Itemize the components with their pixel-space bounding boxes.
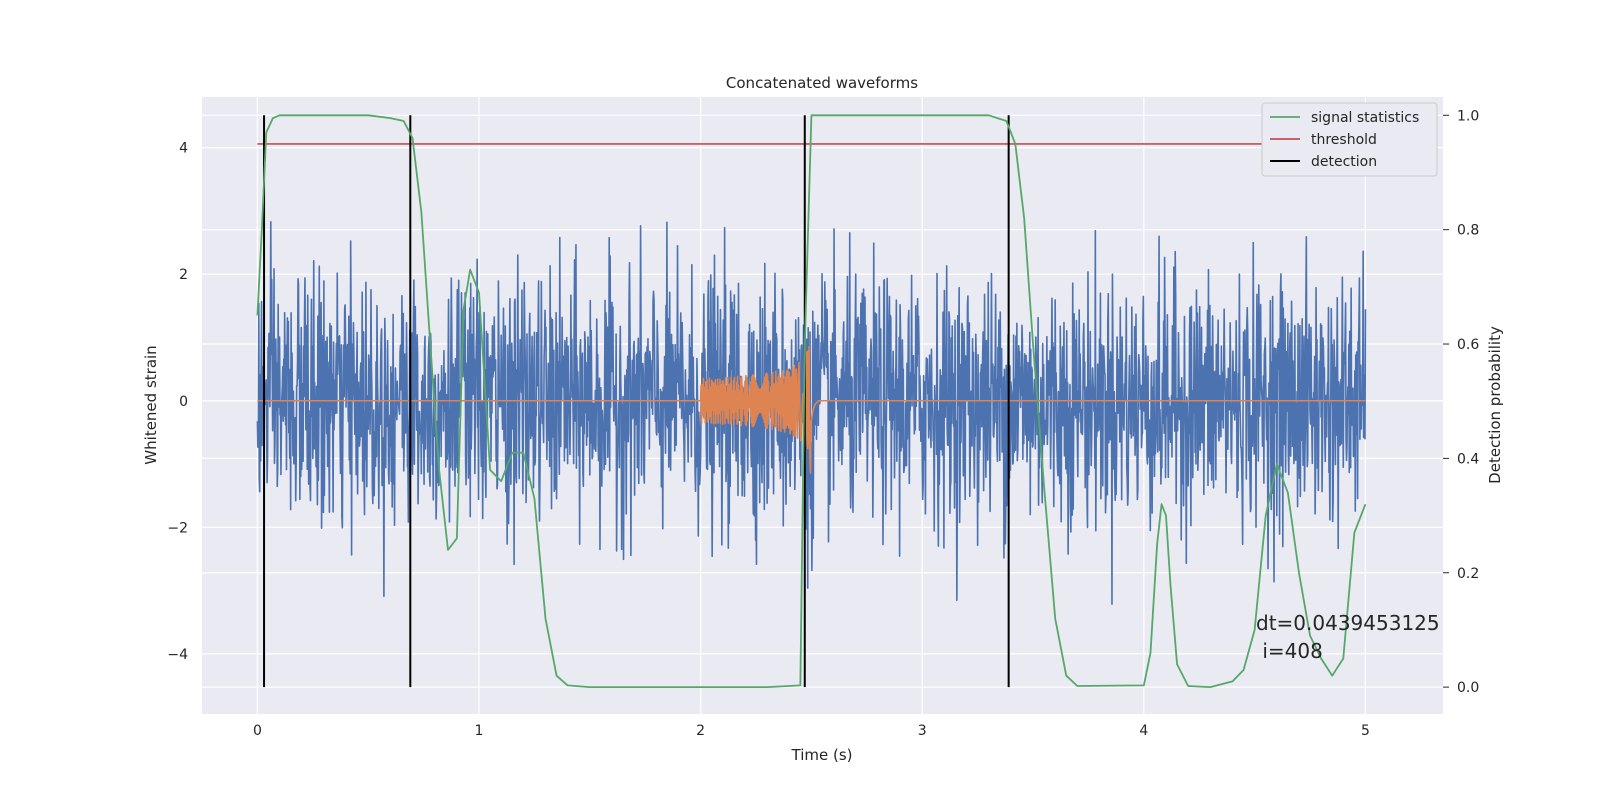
legend-label-signal-statistics: signal statistics <box>1311 110 1419 126</box>
y2-tick-label: 0.0 <box>1457 680 1479 696</box>
strain-series-line <box>256 221 1367 605</box>
x-tick-label: 1 <box>475 723 484 739</box>
template-series-line <box>257 345 1366 474</box>
y-tick-label: −2 <box>167 520 188 536</box>
legend-label-threshold: threshold <box>1311 132 1377 148</box>
y-tick-label: 4 <box>179 141 188 157</box>
annotation-dt: dt=0.0439453125 <box>1256 611 1440 635</box>
x-tick-label: 3 <box>918 723 927 739</box>
y-tick-label: 0 <box>179 394 188 410</box>
y-axis-label: Whitened strain <box>142 345 160 464</box>
annotation-index: i=408 <box>1256 639 1323 663</box>
y-tick-label: 2 <box>179 267 188 283</box>
x-tick-label: 0 <box>253 723 262 739</box>
y-tick-label: −4 <box>167 647 188 663</box>
detection-series <box>263 115 1010 688</box>
ticks: 0 1 2 3 4 5 −4 −2 0 2 4 0.0 0.2 0.4 0.6 0.8 1.0 <box>167 108 1479 739</box>
y2-axis-label: Detection probability <box>1486 326 1504 484</box>
y2-tick-label: 0.6 <box>1457 337 1479 353</box>
legend: signal statistics threshold detection <box>1261 102 1438 177</box>
y2-tick-label: 0.2 <box>1457 566 1479 582</box>
y2-tick-label: 0.8 <box>1457 223 1479 239</box>
y2-tick-label: 0.4 <box>1457 451 1479 467</box>
legend-label-detection: detection <box>1311 154 1377 170</box>
x-tick-label: 4 <box>1139 723 1148 739</box>
legend-frame <box>1261 102 1438 177</box>
x-tick-label: 2 <box>696 723 705 739</box>
y2-tick-label: 1.0 <box>1457 108 1479 124</box>
x-tick-label: 5 <box>1361 723 1370 739</box>
signal-statistics-series-line <box>256 114 1367 689</box>
x-axis-label: Time (s) <box>791 746 853 764</box>
chart-title: Concatenated waveforms <box>726 74 918 92</box>
